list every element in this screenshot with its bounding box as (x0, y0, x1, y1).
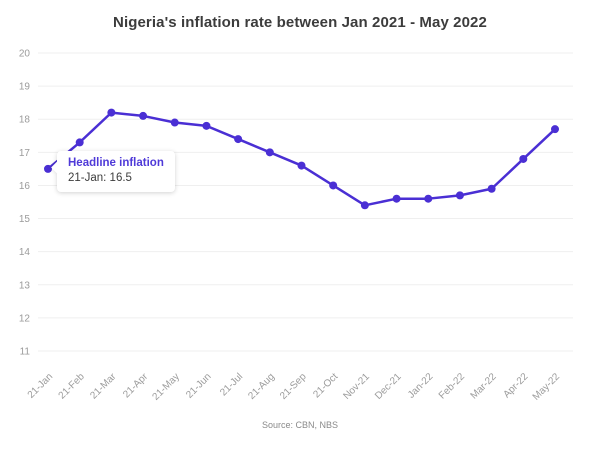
data-point[interactable] (202, 121, 211, 130)
data-point[interactable] (297, 161, 306, 170)
x-tick-label: 21-Jun (184, 371, 213, 400)
y-tick-label: 11 (20, 347, 31, 358)
x-tick-label: Jan-22 (406, 371, 436, 401)
source-note: Source: CBN, NBS (261, 420, 339, 430)
y-tick-label: 13 (19, 280, 31, 291)
x-tick-label: Feb-22 (437, 371, 467, 401)
x-tick-label: 21-Sep (278, 371, 309, 402)
data-point[interactable] (265, 148, 274, 157)
data-point[interactable] (107, 108, 116, 117)
y-tick-label: 12 (19, 313, 31, 324)
x-tick-label: May-22 (531, 371, 563, 403)
chart-title: Nigeria's inflation rate between Jan 202… (113, 14, 487, 31)
x-tick-label: Mar-22 (469, 371, 499, 401)
x-tick-label: 21-Aug (246, 371, 277, 402)
x-tick-label: 21-Jan (26, 371, 55, 400)
x-tick-label: 21-May (151, 371, 182, 402)
data-point[interactable] (75, 138, 84, 147)
y-tick-label: 14 (19, 247, 31, 258)
data-point[interactable] (360, 201, 369, 210)
data-point[interactable] (139, 111, 148, 120)
y-tick-label: 17 (19, 148, 31, 159)
x-tick-label: 21-Feb (57, 371, 87, 401)
data-point[interactable] (234, 135, 243, 144)
data-point[interactable] (455, 191, 464, 200)
y-tick-label: 20 (19, 49, 31, 60)
y-tick-label: 19 (19, 82, 31, 93)
x-tick-label: Apr-22 (501, 371, 530, 400)
y-tick-label: 18 (19, 115, 31, 126)
data-point[interactable] (329, 181, 338, 190)
tooltip-value-label: 21-Jan: 16.5 (68, 172, 132, 184)
tooltip: Headline inflation 21-Jan: 16.5 (57, 151, 175, 192)
x-tick-label: Dec-21 (373, 371, 404, 402)
data-point[interactable] (551, 125, 559, 134)
y-tick-label: 16 (19, 181, 31, 192)
data-point[interactable] (519, 154, 528, 163)
data-point[interactable] (170, 118, 179, 127)
data-point[interactable] (487, 184, 496, 193)
data-point[interactable] (424, 194, 433, 203)
x-tick-label: 21-Apr (121, 371, 150, 400)
x-tick-label: 21-Oct (311, 371, 340, 400)
x-tick-label: 21-Mar (88, 371, 119, 402)
x-tick-label: Nov-21 (341, 371, 372, 402)
y-tick-label: 15 (19, 214, 31, 225)
x-tick-label: 21-Jul (218, 371, 245, 398)
tooltip-series-label: Headline inflation (68, 157, 164, 169)
data-point[interactable] (392, 194, 401, 203)
